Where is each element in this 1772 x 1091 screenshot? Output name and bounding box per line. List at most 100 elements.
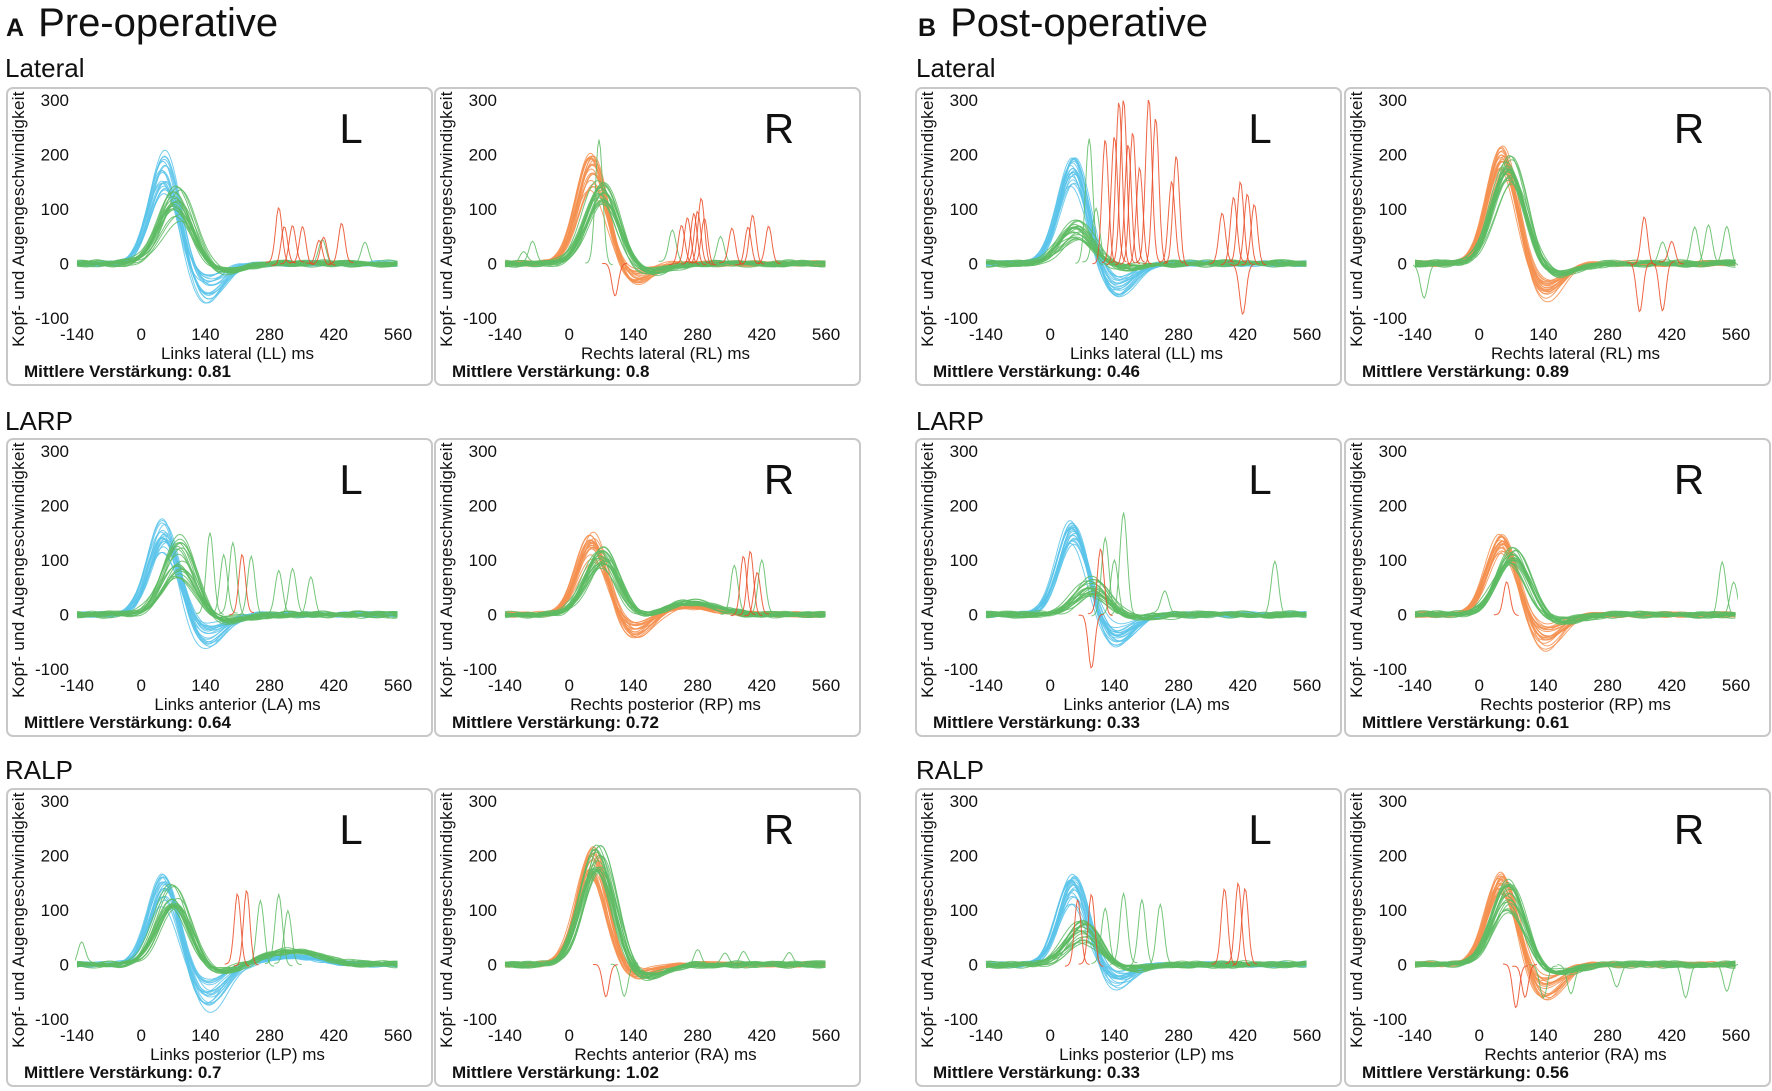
x-tick-label: 560 [1722,676,1750,695]
y-tick-label: 300 [1379,792,1407,811]
row-label-ralp: RALP [5,755,73,785]
y-tick-label: -100 [1373,660,1407,679]
saccade-trace [1158,180,1184,264]
mean-gain-label: Mittlere Verstärkung: 0.72 [452,713,659,732]
y-tick-label: 0 [969,606,978,625]
eye-velocity-trace [986,594,1307,619]
x-axis-label: Links anterior (LA) ms [1063,695,1229,714]
x-tick-label: 140 [1529,676,1557,695]
y-tick-label: 200 [1379,847,1407,866]
eye-saccade-trace [237,554,266,616]
eye-velocity-trace [1415,179,1736,272]
y-tick-label: 100 [41,901,69,920]
row-label-lateral: Lateral [916,53,996,83]
x-axis-label: Rechts posterior (RP) ms [1480,695,1671,714]
section-title-pre: A Pre-operative [6,0,278,51]
traces [504,844,826,998]
panel-post-lateral-R: Kopf- und Augengeschwindigkeit 300 200 100 0… [1344,87,1772,387]
x-tick-label: 280 [683,325,711,344]
panel-pre-ralp-R: Kopf- und Augengeschwindigkeit 300 200 100 0… [434,788,862,1088]
mean-gain-label: Mittlere Verstärkung: 0.33 [933,713,1140,732]
eye-saccade-trace [1261,559,1289,617]
traces [76,518,398,649]
panel-frame [1344,438,1771,737]
x-tick-label: 140 [191,325,219,344]
x-tick-label: 560 [384,676,412,695]
panel-frame [915,438,1342,737]
eye-saccade-trace [297,575,325,616]
y-tick-label: 200 [1379,497,1407,516]
y-axis-label: Kopf- und Augengeschwindigkeit [918,91,937,347]
eye-saccade-trace [246,898,275,967]
traces [76,149,398,304]
x-tick-label: 560 [812,676,840,695]
mean-gain-label: Mittlere Verstärkung: 0.61 [1362,713,1569,732]
x-tick-label: -140 [488,1026,522,1045]
saccade-trace [744,571,770,617]
x-tick-label: 560 [1293,325,1321,344]
panel-frame [434,438,861,737]
mean-gain-label: Mittlere Verstärkung: 0.33 [933,1063,1140,1082]
panel-post-larp-L: Kopf- und Augengeschwindigkeit 300 200 100 0… [915,438,1343,738]
saccade-trace [1163,156,1189,267]
y-tick-label: 100 [41,551,69,570]
x-tick-label: 140 [191,676,219,695]
eye-velocity-trace [77,200,398,274]
x-tick-label: 0 [564,325,573,344]
mean-gain-label: Mittlere Verstärkung: 0.8 [452,362,649,381]
side-label: L [1248,806,1271,853]
section-title: Pre-operative [38,1,279,45]
chart-svg: Kopf- und Augengeschwindigkeit 300 200 100 0… [6,788,433,1087]
eye-saccade-trace [747,558,776,616]
eye-saccade-trace [1413,263,1438,299]
y-tick-label: 300 [469,442,497,461]
x-tick-label: 280 [683,676,711,695]
x-tick-label: -140 [969,1026,1003,1045]
eye-saccade-trace [683,948,712,967]
y-tick-label: 300 [41,792,69,811]
eye-saccade-trace [264,892,293,967]
x-axis-label: Rechts posterior (RP) ms [570,695,761,714]
y-tick-label: 100 [41,200,69,219]
eye-saccade-trace [509,251,538,265]
saccade-trace [1502,963,1528,1009]
chart-svg: Kopf- und Augengeschwindigkeit 300 200 100 0… [1344,87,1771,386]
x-tick-label: 560 [812,325,840,344]
eye-saccade-trace [210,553,238,615]
x-tick-label: 140 [1100,325,1128,344]
eye-velocity-trace [76,903,398,974]
x-tick-label: 0 [136,1026,145,1045]
traces [985,512,1307,669]
side-label: R [1674,806,1704,853]
panel-pre-larp-L: Kopf- und Augengeschwindigkeit 300 200 100 0… [6,438,434,738]
y-tick-label: 300 [950,91,978,110]
saccade-trace [1087,548,1113,617]
y-tick-label: -100 [463,309,497,328]
eye-velocity-trace [76,185,398,273]
eye-saccade-trace [706,235,735,265]
eye-velocity-trace [76,209,398,273]
eye-saccade-trace [274,909,302,965]
x-tick-label: 560 [384,1026,412,1045]
row-label-larp: LARP [5,406,73,436]
saccade-trace [1241,203,1267,266]
section-letter: A [6,14,25,42]
x-tick-label: 420 [748,676,776,695]
x-tick-label: -140 [1398,325,1432,344]
y-axis-label: Kopf- und Augengeschwindigkeit [9,91,28,347]
section-title-post: B Post-operative [918,0,1208,51]
saccade-trace [328,222,354,264]
eye-saccade-trace [351,241,379,266]
eye-saccade-trace [775,951,804,967]
section-letter: B [918,14,937,42]
y-tick-label: -100 [944,660,978,679]
eye-velocity-trace [1414,895,1736,973]
eye-saccade-trace [729,950,758,966]
saccade-trace [730,555,756,617]
eye-velocity-trace [77,560,398,621]
y-tick-label: 0 [488,606,497,625]
eye-velocity-trace [76,886,398,973]
panel-pre-lateral-L: Kopf- und Augengeschwindigkeit 300 200 100 0… [6,87,434,387]
mean-gain-label: Mittlere Verstärkung: 0.89 [1362,362,1569,381]
x-tick-label: 420 [748,1026,776,1045]
